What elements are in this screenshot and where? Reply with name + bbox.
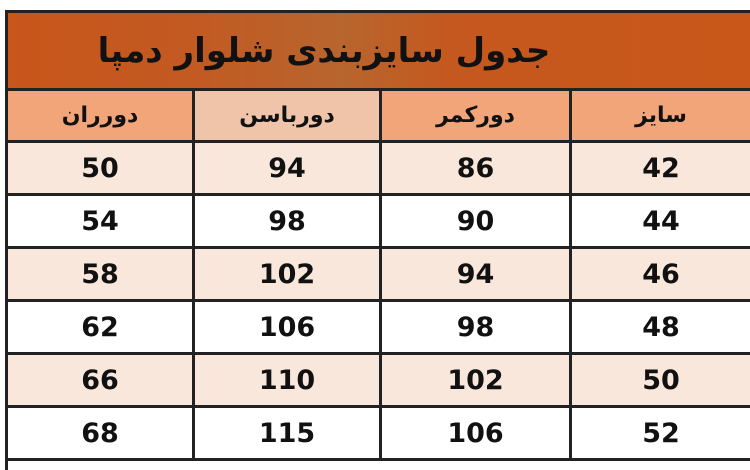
table-cell: 115 (195, 408, 382, 461)
table-cell: 66 (8, 355, 195, 408)
table-cell: 58 (8, 249, 195, 302)
table-cell: 94 (195, 143, 382, 196)
column-header: دورران (8, 91, 195, 143)
size-table: دورران دورباسن دورکمر سایز 50 94 86 42 54 98 90 44 5… (8, 91, 750, 461)
table-cell: 102 (382, 355, 572, 408)
table-cell: 106 (382, 408, 572, 461)
table-title-bar: جدول سایزبندی شلوار دمپا (8, 13, 750, 91)
table-cell: 50 (8, 143, 195, 196)
table-cell: 94 (382, 249, 572, 302)
column-header: دورباسن (195, 91, 382, 143)
table-cell: 44 (572, 196, 750, 249)
table-cell: 90 (382, 196, 572, 249)
table-cell: 50 (572, 355, 750, 408)
table-title: جدول سایزبندی شلوار دمپا (97, 30, 551, 71)
table-cell: 46 (572, 249, 750, 302)
table-cell: 110 (195, 355, 382, 408)
table-cell: 68 (8, 408, 195, 461)
column-header: دورکمر (382, 91, 572, 143)
table-cell: 52 (572, 408, 750, 461)
table-frame (5, 10, 750, 470)
table-cell: 106 (195, 302, 382, 355)
table-cell: 102 (195, 249, 382, 302)
column-header: سایز (572, 91, 750, 143)
table-cell: 86 (382, 143, 572, 196)
table-cell: 98 (195, 196, 382, 249)
table-cell: 54 (8, 196, 195, 249)
table-cell: 98 (382, 302, 572, 355)
table-cell: 62 (8, 302, 195, 355)
table-cell: 42 (572, 143, 750, 196)
table-cell: 48 (572, 302, 750, 355)
